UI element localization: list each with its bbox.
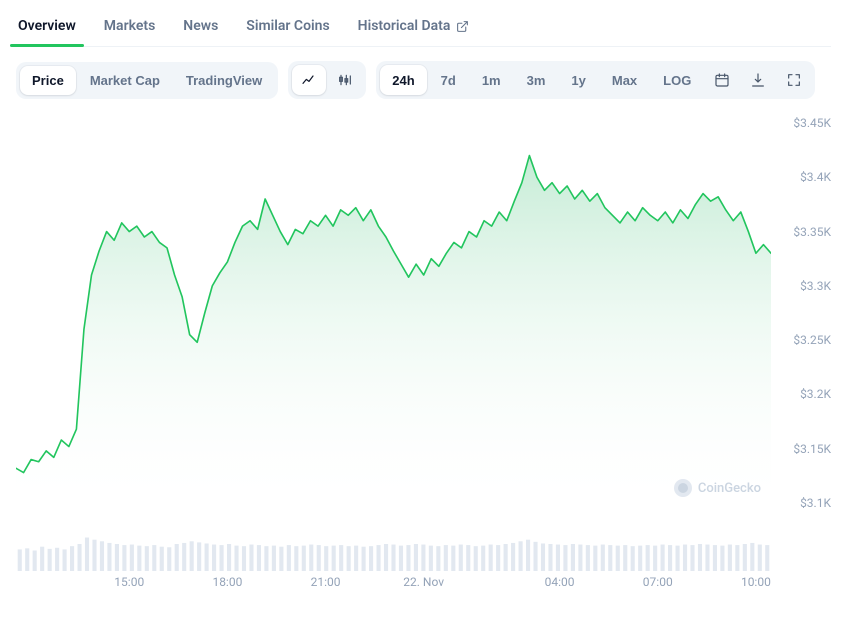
range-segment: 24h7d1m3m1yMaxLOG	[376, 61, 815, 99]
y-tick-label: $3.15K	[793, 442, 831, 456]
line-chart-button[interactable]	[292, 65, 326, 95]
x-tick-label: 22. Nov	[403, 575, 444, 589]
tab-label: Markets	[104, 18, 156, 34]
tradingview-button[interactable]: TradingView	[174, 66, 274, 95]
download-button[interactable]	[741, 65, 775, 95]
y-tick-label: $3.25K	[793, 333, 831, 347]
line-icon	[301, 72, 317, 88]
price-chart: $3.1K$3.15K$3.2K$3.25K$3.3K$3.35K$3.4K$3…	[16, 123, 831, 503]
fullscreen-icon	[786, 72, 802, 88]
nav-tabs: Overview Markets News Similar Coins Historic…	[16, 8, 831, 47]
chart-toolbar: PriceMarket CapTradingView 24h7d1m3m1yMa…	[16, 61, 831, 99]
tab-label: Overview	[18, 18, 76, 34]
range-1m-button[interactable]: 1m	[470, 65, 513, 95]
range-max-button[interactable]: Max	[600, 65, 649, 95]
y-tick-label: $3.2K	[800, 387, 831, 401]
range-7d-button[interactable]: 7d	[429, 65, 468, 95]
tab-similar-coins[interactable]: Similar Coins	[246, 8, 329, 46]
chart-style-segment	[288, 61, 366, 99]
tab-label: News	[183, 18, 218, 34]
x-tick-label: 21:00	[311, 575, 341, 589]
range-3m-button[interactable]: 3m	[515, 65, 558, 95]
calendar-icon	[714, 72, 730, 88]
tab-label: Similar Coins	[246, 18, 329, 34]
range-24h-button[interactable]: 24h	[380, 65, 426, 95]
y-tick-label: $3.45K	[793, 116, 831, 130]
x-tick-label: 04:00	[545, 575, 575, 589]
market-cap-button[interactable]: Market Cap	[78, 66, 172, 95]
y-tick-label: $3.3K	[800, 279, 831, 293]
data-mode-segment: PriceMarket CapTradingView	[16, 62, 278, 99]
tab-news[interactable]: News	[183, 8, 218, 46]
x-tick-label: 15:00	[114, 575, 144, 589]
calendar-button[interactable]	[705, 65, 739, 95]
download-icon	[750, 72, 766, 88]
y-tick-label: $3.4K	[800, 170, 831, 184]
fullscreen-button[interactable]	[777, 65, 811, 95]
tab-historical-data[interactable]: Historical Data	[358, 8, 470, 46]
y-tick-label: $3.1K	[800, 496, 831, 510]
x-tick-label: 18:00	[212, 575, 242, 589]
volume-canvas[interactable]	[16, 517, 771, 571]
range-log-button[interactable]: LOG	[651, 65, 703, 95]
candlestick-icon	[337, 72, 353, 88]
volume-chart	[16, 517, 831, 571]
x-tick-label: 10:00	[741, 575, 771, 589]
x-axis: 15:00 18:00 21:00 22. Nov 04:00 07:00 10:00	[16, 571, 771, 595]
chart-canvas[interactable]	[16, 123, 771, 503]
tab-label: Historical Data	[358, 18, 451, 34]
external-link-icon	[456, 20, 469, 33]
x-tick-label: 07:00	[643, 575, 673, 589]
y-tick-label: $3.35K	[793, 225, 831, 239]
y-axis: $3.1K$3.15K$3.2K$3.25K$3.3K$3.35K$3.4K$3…	[771, 123, 831, 503]
candlestick-chart-button[interactable]	[328, 65, 362, 95]
price-button[interactable]: Price	[20, 66, 76, 95]
tab-markets[interactable]: Markets	[104, 8, 156, 46]
range-1y-button[interactable]: 1y	[559, 65, 597, 95]
tab-overview[interactable]: Overview	[18, 8, 76, 46]
